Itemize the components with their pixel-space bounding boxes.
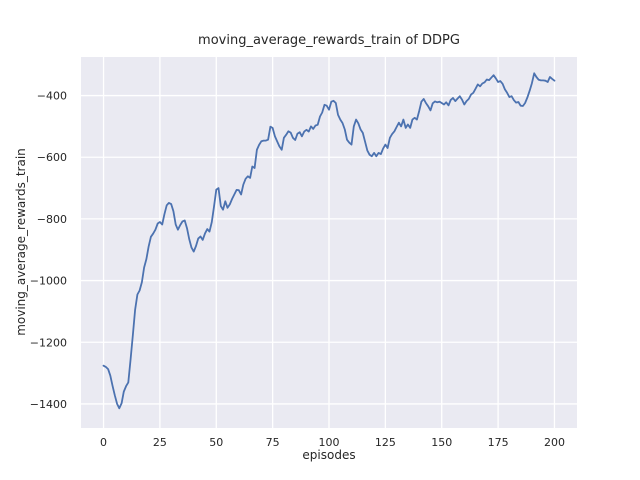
y-tick-label: −1000: [30, 275, 67, 288]
chart-title: moving_average_rewards_train of DDPG: [198, 33, 460, 48]
x-tick-label: 75: [266, 436, 280, 449]
x-tick-label: 200: [544, 436, 565, 449]
x-axis-label: episodes: [302, 448, 356, 462]
y-tick-label: −1400: [30, 398, 67, 411]
y-tick-label: −1200: [30, 336, 67, 349]
x-tick-label: 150: [431, 436, 452, 449]
y-axis-label: moving_average_rewards_train: [14, 148, 28, 336]
x-tick-label: 175: [488, 436, 509, 449]
reward-line: [102, 72, 556, 410]
x-tick-label: 125: [375, 436, 396, 449]
y-tick-label: −400: [37, 90, 67, 103]
x-tick-label: 25: [153, 436, 167, 449]
y-tick-label: −600: [37, 151, 67, 164]
x-tick-label: 50: [209, 436, 223, 449]
x-tick-label: 100: [319, 436, 340, 449]
y-tick-label: −800: [37, 213, 67, 226]
x-tick-label: 0: [100, 436, 107, 449]
